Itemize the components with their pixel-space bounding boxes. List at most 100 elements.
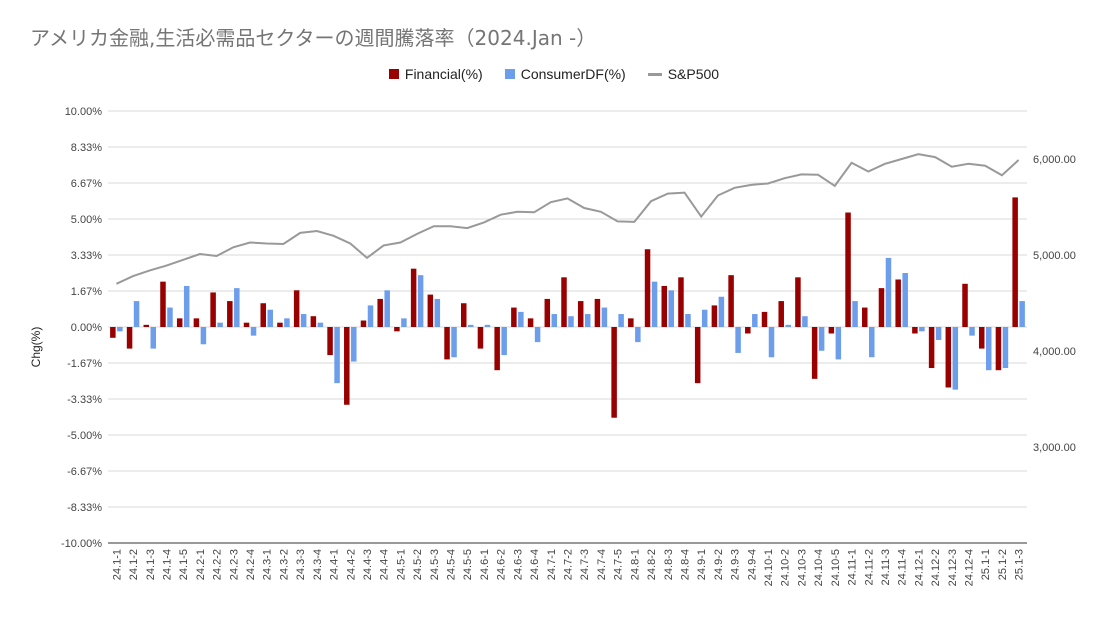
bar-consumer	[150, 327, 157, 349]
x-tick-label: 24.4-2	[345, 549, 357, 580]
x-tick-label: 24.10-2	[780, 549, 792, 586]
y-axis-ticks: 10.00% 8.33% 6.67% 5.00% 3.33% 1.67% 0.00% -1.6…	[61, 106, 102, 550]
x-tick-label: 24.4-4	[379, 549, 391, 580]
bar-financial	[828, 327, 835, 334]
bar-consumer	[167, 307, 173, 327]
bar-consumer	[434, 298, 441, 327]
bars	[110, 197, 1025, 418]
bar-financial	[895, 279, 901, 327]
bar-consumer	[685, 314, 691, 327]
y-axis-label: Chg(%)	[29, 327, 43, 368]
bar-financial	[628, 318, 634, 327]
x-tick-label: 24.4-3	[362, 549, 374, 580]
x-tick-label: 24.3-4	[312, 549, 324, 580]
bar-consumer	[501, 327, 507, 356]
bar-financial	[544, 298, 551, 327]
bar-financial	[661, 285, 668, 327]
legend-item-consumer[interactable]: ConsumerDF(%)	[504, 66, 626, 82]
bar-consumer	[969, 327, 975, 336]
bar-consumer	[985, 327, 992, 371]
bar-consumer	[568, 316, 574, 327]
bar-financial	[862, 307, 868, 327]
x-tick-label: 24.7-2	[563, 549, 575, 580]
bar-financial	[126, 327, 133, 349]
x-tick-label: 24.6-4	[529, 549, 541, 580]
bar-financial	[928, 327, 935, 369]
legend-label-consumer: ConsumerDF(%)	[520, 66, 626, 82]
x-tick-label: 24.9-1	[696, 549, 708, 580]
x-tick-label: 24.2-2	[212, 549, 224, 580]
bar-consumer	[217, 322, 223, 327]
bar-financial	[561, 277, 567, 327]
legend-label-sp500: S&P500	[667, 66, 720, 82]
x-tick-label: 24.9-3	[730, 549, 742, 580]
x-tick-label: 24.1-3	[145, 549, 157, 580]
gridlines	[108, 110, 1027, 544]
bar-consumer	[367, 305, 374, 327]
x-tick-label: 24.8-1	[629, 549, 641, 580]
bar-consumer	[284, 318, 290, 327]
bar-consumer	[601, 307, 608, 327]
x-tick-label: 24.3-1	[262, 549, 274, 580]
x-tick-label: 24.1-2	[128, 549, 140, 580]
y-tick-label: -6.67%	[67, 466, 102, 478]
bar-consumer	[401, 318, 407, 327]
x-tick-label: 24.11-3	[880, 549, 892, 586]
bar-financial	[410, 268, 417, 327]
x-tick-label: 24.3-3	[295, 549, 307, 580]
bar-financial	[644, 249, 651, 327]
bar-financial	[160, 281, 166, 327]
y-tick-label: 3.33%	[71, 250, 102, 262]
bar-consumer	[919, 327, 925, 332]
bar-financial	[745, 327, 751, 334]
y-tick-label: 6.67%	[71, 178, 102, 190]
bar-consumer	[935, 327, 942, 340]
legend-item-financial[interactable]: Financial(%)	[388, 66, 483, 82]
bar-consumer	[250, 327, 257, 336]
legend-label-financial: Financial(%)	[404, 66, 483, 82]
bar-consumer	[551, 314, 558, 327]
bar-financial	[945, 327, 952, 388]
bar-consumer	[869, 327, 875, 358]
bar-consumer	[852, 301, 858, 327]
bar-financial	[277, 322, 283, 327]
legend-swatch-financial	[388, 69, 399, 79]
x-tick-label: 24.4-1	[329, 549, 341, 580]
bar-consumer	[701, 309, 708, 327]
bar-financial	[678, 277, 684, 327]
bar-financial	[778, 301, 784, 327]
bar-financial	[227, 301, 233, 327]
bar-consumer	[735, 327, 741, 353]
y2-axis-ticks: 6,000.00 5,000.00 4,000.00 3,000.00	[1033, 154, 1076, 454]
bar-consumer	[117, 327, 123, 332]
bar-consumer	[200, 327, 207, 345]
bar-consumer	[183, 285, 190, 327]
y2-tick-label: 3,000.00	[1033, 442, 1076, 454]
bar-consumer	[768, 327, 775, 358]
bar-financial	[327, 327, 333, 356]
bar-financial	[377, 298, 383, 327]
bar-financial	[728, 275, 734, 327]
bar-financial	[193, 318, 200, 327]
bar-financial	[394, 327, 400, 332]
x-tick-label: 24.8-3	[663, 549, 675, 580]
bar-consumer	[584, 314, 591, 327]
bar-financial	[143, 324, 150, 327]
x-tick-label: 25.1-2	[997, 549, 1009, 580]
y-tick-label: -1.67%	[67, 358, 102, 370]
x-tick-label: 24.11-2	[863, 549, 875, 586]
bar-consumer	[902, 273, 908, 327]
bar-financial	[176, 318, 183, 327]
x-tick-label: 24.2-3	[228, 549, 240, 580]
x-tick-label: 24.6-2	[496, 549, 508, 580]
legend-item-sp500[interactable]: S&P500	[647, 66, 720, 82]
chart-title: アメリカ金融,生活必需品セクターの週間騰落率（2024.Jan -）	[30, 26, 597, 50]
x-tick-label: 24.12-1	[913, 549, 925, 586]
bar-financial	[811, 327, 818, 379]
x-tick-label: 24.5-5	[462, 549, 474, 580]
bar-consumer	[651, 281, 658, 327]
bar-consumer	[133, 301, 140, 327]
bar-consumer	[635, 327, 641, 343]
x-tick-label: 24.8-2	[646, 549, 658, 580]
bar-financial	[995, 327, 1002, 371]
